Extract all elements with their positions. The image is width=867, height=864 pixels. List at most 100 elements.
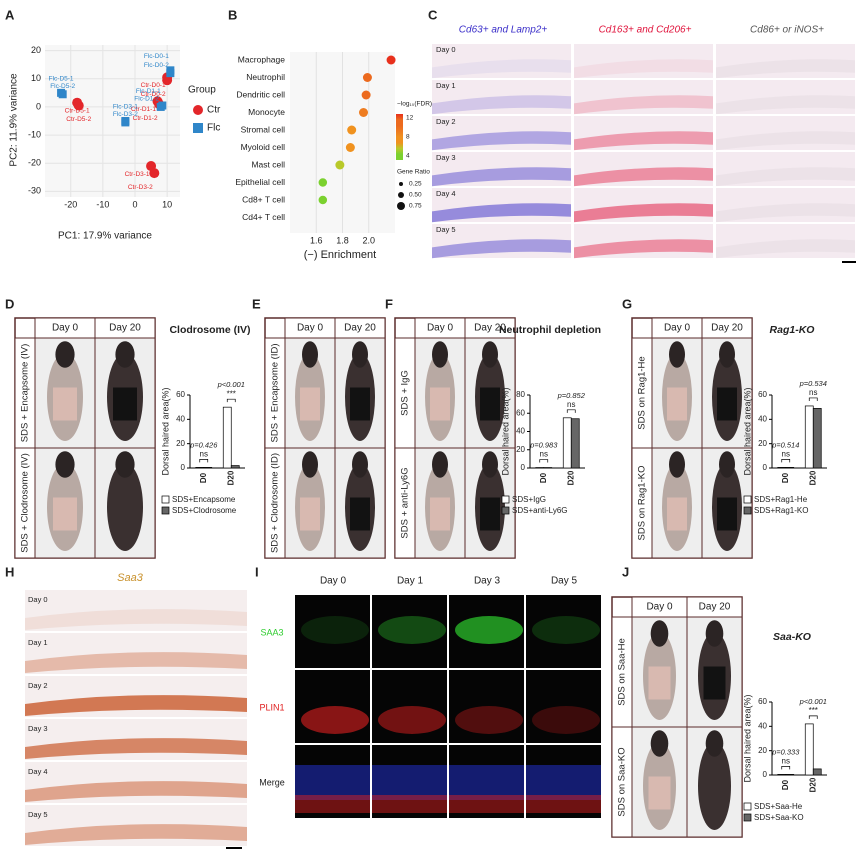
- shaved-area: [350, 497, 370, 531]
- point-label: Flc-D5-2: [50, 83, 75, 90]
- legend-marker: [193, 123, 203, 133]
- x-tick-label: D20: [226, 470, 235, 485]
- significance: ns: [782, 757, 790, 766]
- row-label: Day 5: [28, 810, 48, 819]
- x-tick-label: 0: [132, 199, 137, 209]
- color-tick-label: 12: [406, 115, 414, 122]
- bracket: [781, 459, 791, 463]
- y-axis-label: Dorsal haired area(%): [742, 694, 752, 782]
- panel-label: E: [252, 296, 261, 311]
- point: [58, 90, 67, 99]
- histology-image: [716, 116, 855, 150]
- x-tick-label: 2.0: [362, 235, 375, 245]
- histology-image: [716, 188, 855, 222]
- point-label: Ctr-D0-1: [141, 82, 166, 89]
- histology-image: [716, 152, 855, 186]
- bar: [785, 467, 795, 469]
- signal-band: [455, 616, 523, 644]
- column-label: Day 0: [646, 602, 673, 613]
- y-tick-label: 0: [763, 770, 768, 779]
- shaved-area: [480, 497, 500, 531]
- shaved-area: [113, 497, 137, 531]
- significance: ns: [540, 450, 548, 459]
- histology-image: [574, 116, 713, 150]
- column-label: Day 20: [474, 323, 506, 334]
- x-tick-label: D20: [808, 470, 817, 485]
- tissue-band: [25, 652, 247, 673]
- y-tick-label: 40: [176, 414, 185, 423]
- bar: [804, 405, 814, 469]
- shaved-area: [113, 387, 137, 421]
- x-tick-label: D0: [781, 779, 790, 790]
- signal-band: [372, 795, 447, 813]
- mouse-head: [650, 730, 669, 757]
- tissue-band: [25, 695, 247, 716]
- point: [149, 168, 160, 179]
- panel-label: A: [5, 7, 15, 22]
- legend-label: SDS+Rag1-He: [754, 495, 808, 504]
- legend-label: SDS+IgG: [512, 495, 546, 504]
- p-value: p=0.333: [771, 747, 800, 756]
- mouse-head: [432, 341, 448, 368]
- color-bar: [396, 114, 403, 160]
- legend-swatch: [501, 495, 510, 504]
- point: [166, 69, 175, 78]
- shaved-area: [300, 387, 320, 421]
- tissue-band: [716, 203, 855, 223]
- row-label: Day 2: [436, 117, 456, 126]
- signal-band: [532, 706, 600, 734]
- column-label: Day 0: [427, 323, 454, 334]
- signal-band: [455, 706, 523, 734]
- bar: [777, 467, 787, 469]
- category-label: Monocyte: [248, 107, 285, 117]
- size-tick-label: 0.25: [409, 181, 422, 188]
- category-label: Dendritic cell: [236, 89, 285, 99]
- histology-image: [716, 44, 855, 78]
- bracket: [781, 766, 791, 770]
- shaved-area: [350, 387, 370, 421]
- panel-label: I: [255, 564, 259, 579]
- dot: [359, 108, 368, 117]
- shaved-area: [430, 497, 450, 531]
- legend-swatch: [743, 495, 752, 504]
- tissue-band: [25, 738, 247, 759]
- signal-band: [378, 706, 446, 734]
- bar: [804, 723, 814, 776]
- mouse-head: [115, 341, 135, 368]
- mouse-head: [115, 451, 135, 478]
- histology-image: [25, 590, 247, 631]
- y-axis-label: PC2: 11.9% variance: [9, 73, 20, 167]
- chart-title: Saa-KO: [773, 631, 811, 643]
- shaved-area: [480, 387, 500, 421]
- size-tick-label: 0.50: [409, 192, 422, 199]
- row-label: Day 3: [436, 153, 456, 162]
- row-label: Day 4: [28, 767, 48, 776]
- shaved-area: [667, 387, 687, 421]
- column-label: Day 1: [397, 576, 424, 587]
- row-label: SDS + IgG: [400, 370, 411, 416]
- tissue-band: [716, 95, 855, 115]
- column-label: Cd63+ and Lamp2+: [459, 25, 548, 36]
- histology-image: [716, 224, 855, 258]
- significance: ns: [567, 400, 575, 409]
- column-label: Cd86+ or iNOS+: [750, 25, 824, 36]
- legend-label: SDS+Rag1-KO: [754, 506, 808, 515]
- mouse-head: [352, 451, 368, 478]
- tissue-band: [432, 203, 571, 223]
- point-label: Ctr-D1-2: [133, 115, 158, 122]
- x-tick-label: D20: [566, 470, 575, 485]
- column-label: Day 0: [320, 576, 347, 587]
- tissue-band: [432, 59, 571, 79]
- row-label: PLIN1: [259, 702, 284, 712]
- legend-swatch: [161, 495, 170, 504]
- row-label: Day 0: [436, 45, 456, 54]
- row-label: Day 1: [436, 81, 456, 90]
- tissue-band: [574, 131, 713, 151]
- row-label: SDS + Encapsome (IV): [20, 344, 31, 442]
- significance: ns: [782, 450, 790, 459]
- size-tick-label: 0.75: [409, 203, 422, 210]
- mouse-head: [302, 451, 318, 478]
- legend-title: Group: [188, 85, 216, 96]
- shaved-area: [648, 666, 671, 700]
- column-label: Day 0: [664, 323, 691, 334]
